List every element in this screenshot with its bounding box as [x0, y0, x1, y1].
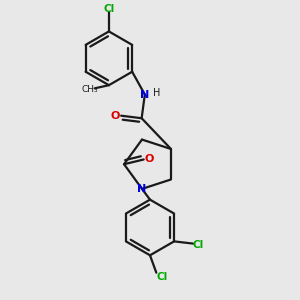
- Text: Cl: Cl: [103, 4, 115, 14]
- Text: O: O: [145, 154, 154, 164]
- Text: Cl: Cl: [156, 272, 167, 282]
- Text: H: H: [153, 88, 160, 98]
- Text: CH₃: CH₃: [82, 85, 98, 94]
- Text: Cl: Cl: [193, 239, 204, 250]
- Text: N: N: [137, 184, 147, 194]
- Text: O: O: [111, 111, 120, 121]
- Text: N: N: [140, 89, 149, 100]
